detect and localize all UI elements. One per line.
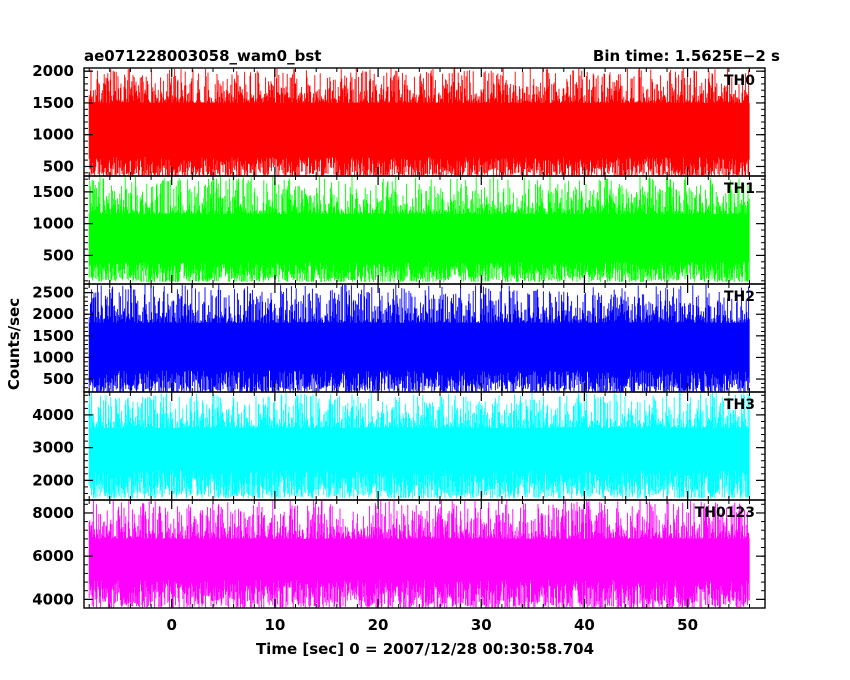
panel-th1: 500 1000 1500 TH1 <box>32 175 766 285</box>
y-tick-label: 4000 <box>32 590 74 608</box>
y-tick-label: 1000 <box>32 126 74 144</box>
x-tick-label: 40 <box>574 616 595 634</box>
y-tick-label: 1000 <box>32 348 74 366</box>
y-tick-label: 1500 <box>32 94 74 112</box>
x-axis-label: Time [sec] 0 = 2007/12/28 00:30:58.704 <box>256 640 594 658</box>
chart-title: ae071228003058_wam0_bst <box>84 47 321 65</box>
panels-group: 500 1000 1500 2000 TH0 500 1000 1500 TH1 500 1000 1… <box>32 62 766 609</box>
panel-th3: 2000 3000 4000 TH3 <box>32 391 766 501</box>
y-tick-label: 1500 <box>32 327 74 345</box>
y-tick-label: 3000 <box>32 439 74 457</box>
chart-subtitle: Bin time: 1.5625E−2 s <box>593 47 780 65</box>
x-tick-label: 10 <box>264 616 285 634</box>
y-axis-label: Counts/sec <box>5 298 23 390</box>
series-th1 <box>88 176 750 283</box>
x-tick-label: 0 <box>166 616 176 634</box>
x-axis: 0 10 20 30 40 50 <box>166 616 698 634</box>
y-tick-label: 2000 <box>32 305 74 323</box>
panel-frame <box>83 499 766 609</box>
y-tick-label: 2000 <box>32 62 74 80</box>
panel-label: TH2 <box>724 289 755 305</box>
panel-label: TH1 <box>724 181 755 197</box>
y-tick-label: 4000 <box>32 406 74 424</box>
panel-th0123: 4000 6000 8000 TH0123 <box>32 499 766 609</box>
y-tick-label: 2000 <box>32 471 74 489</box>
series-th3 <box>88 392 750 499</box>
x-tick-label: 50 <box>677 616 698 634</box>
panel-th0: 500 1000 1500 2000 TH0 <box>32 62 766 177</box>
series-th2 <box>88 284 750 392</box>
panel-label: TH0 <box>724 73 755 89</box>
y-tick-label: 500 <box>43 157 74 175</box>
panel-label: TH0123 <box>695 505 755 521</box>
x-tick-label: 20 <box>368 616 389 634</box>
y-tick-label: 8000 <box>32 504 74 522</box>
y-tick-label: 2500 <box>32 284 74 302</box>
series-th0123 <box>88 500 750 608</box>
y-tick-label: 500 <box>43 246 74 264</box>
x-tick-label: 30 <box>471 616 492 634</box>
y-tick-label: 6000 <box>32 547 74 565</box>
y-tick-label: 500 <box>43 370 74 388</box>
series-th0 <box>88 68 750 176</box>
panel-label: TH3 <box>724 397 755 413</box>
y-tick-label: 1500 <box>32 183 74 201</box>
y-tick-label: 1000 <box>32 215 74 233</box>
panel-th2: 500 1000 1500 2000 2500 TH2 <box>32 283 766 393</box>
